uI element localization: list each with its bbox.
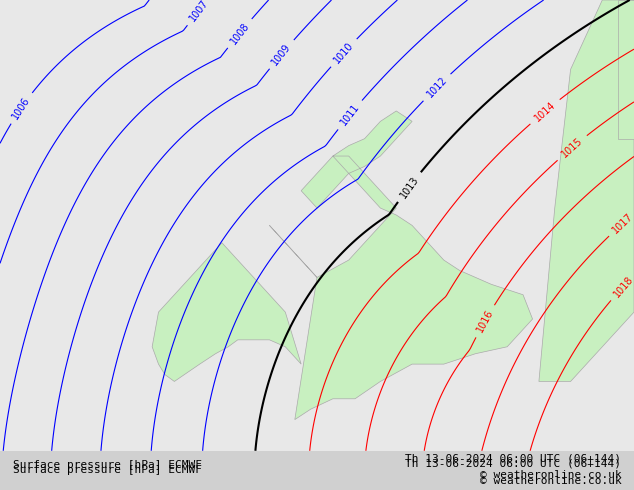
Text: 1013: 1013	[398, 174, 420, 200]
Text: 1010: 1010	[332, 40, 356, 65]
Text: 1008: 1008	[228, 21, 251, 46]
Text: Surface pressure [hPa] ECMWF: Surface pressure [hPa] ECMWF	[13, 466, 202, 475]
Text: Th 13-06-2024 06:00 UTC (06+144): Th 13-06-2024 06:00 UTC (06+144)	[405, 453, 621, 463]
Polygon shape	[618, 0, 634, 139]
Polygon shape	[152, 243, 301, 381]
Text: 1009: 1009	[270, 42, 293, 67]
Text: © weatheronline.co.uk: © weatheronline.co.uk	[479, 470, 621, 480]
Text: 1012: 1012	[425, 75, 449, 99]
Text: © weatheronline.co.uk: © weatheronline.co.uk	[479, 476, 621, 486]
Text: 1006: 1006	[10, 95, 32, 121]
Text: 1017: 1017	[611, 211, 634, 235]
Text: Surface pressure [hPa] ECMWF: Surface pressure [hPa] ECMWF	[13, 461, 202, 470]
Polygon shape	[539, 0, 634, 381]
Text: 1015: 1015	[560, 136, 585, 160]
Text: Th 13-06-2024 06:00 UTC (06+144): Th 13-06-2024 06:00 UTC (06+144)	[405, 458, 621, 468]
Text: 1018: 1018	[612, 274, 634, 299]
Polygon shape	[269, 111, 533, 419]
Text: 1011: 1011	[339, 102, 361, 127]
Text: 1016: 1016	[475, 308, 495, 334]
Text: 1007: 1007	[188, 0, 210, 24]
Text: 1014: 1014	[533, 99, 557, 123]
